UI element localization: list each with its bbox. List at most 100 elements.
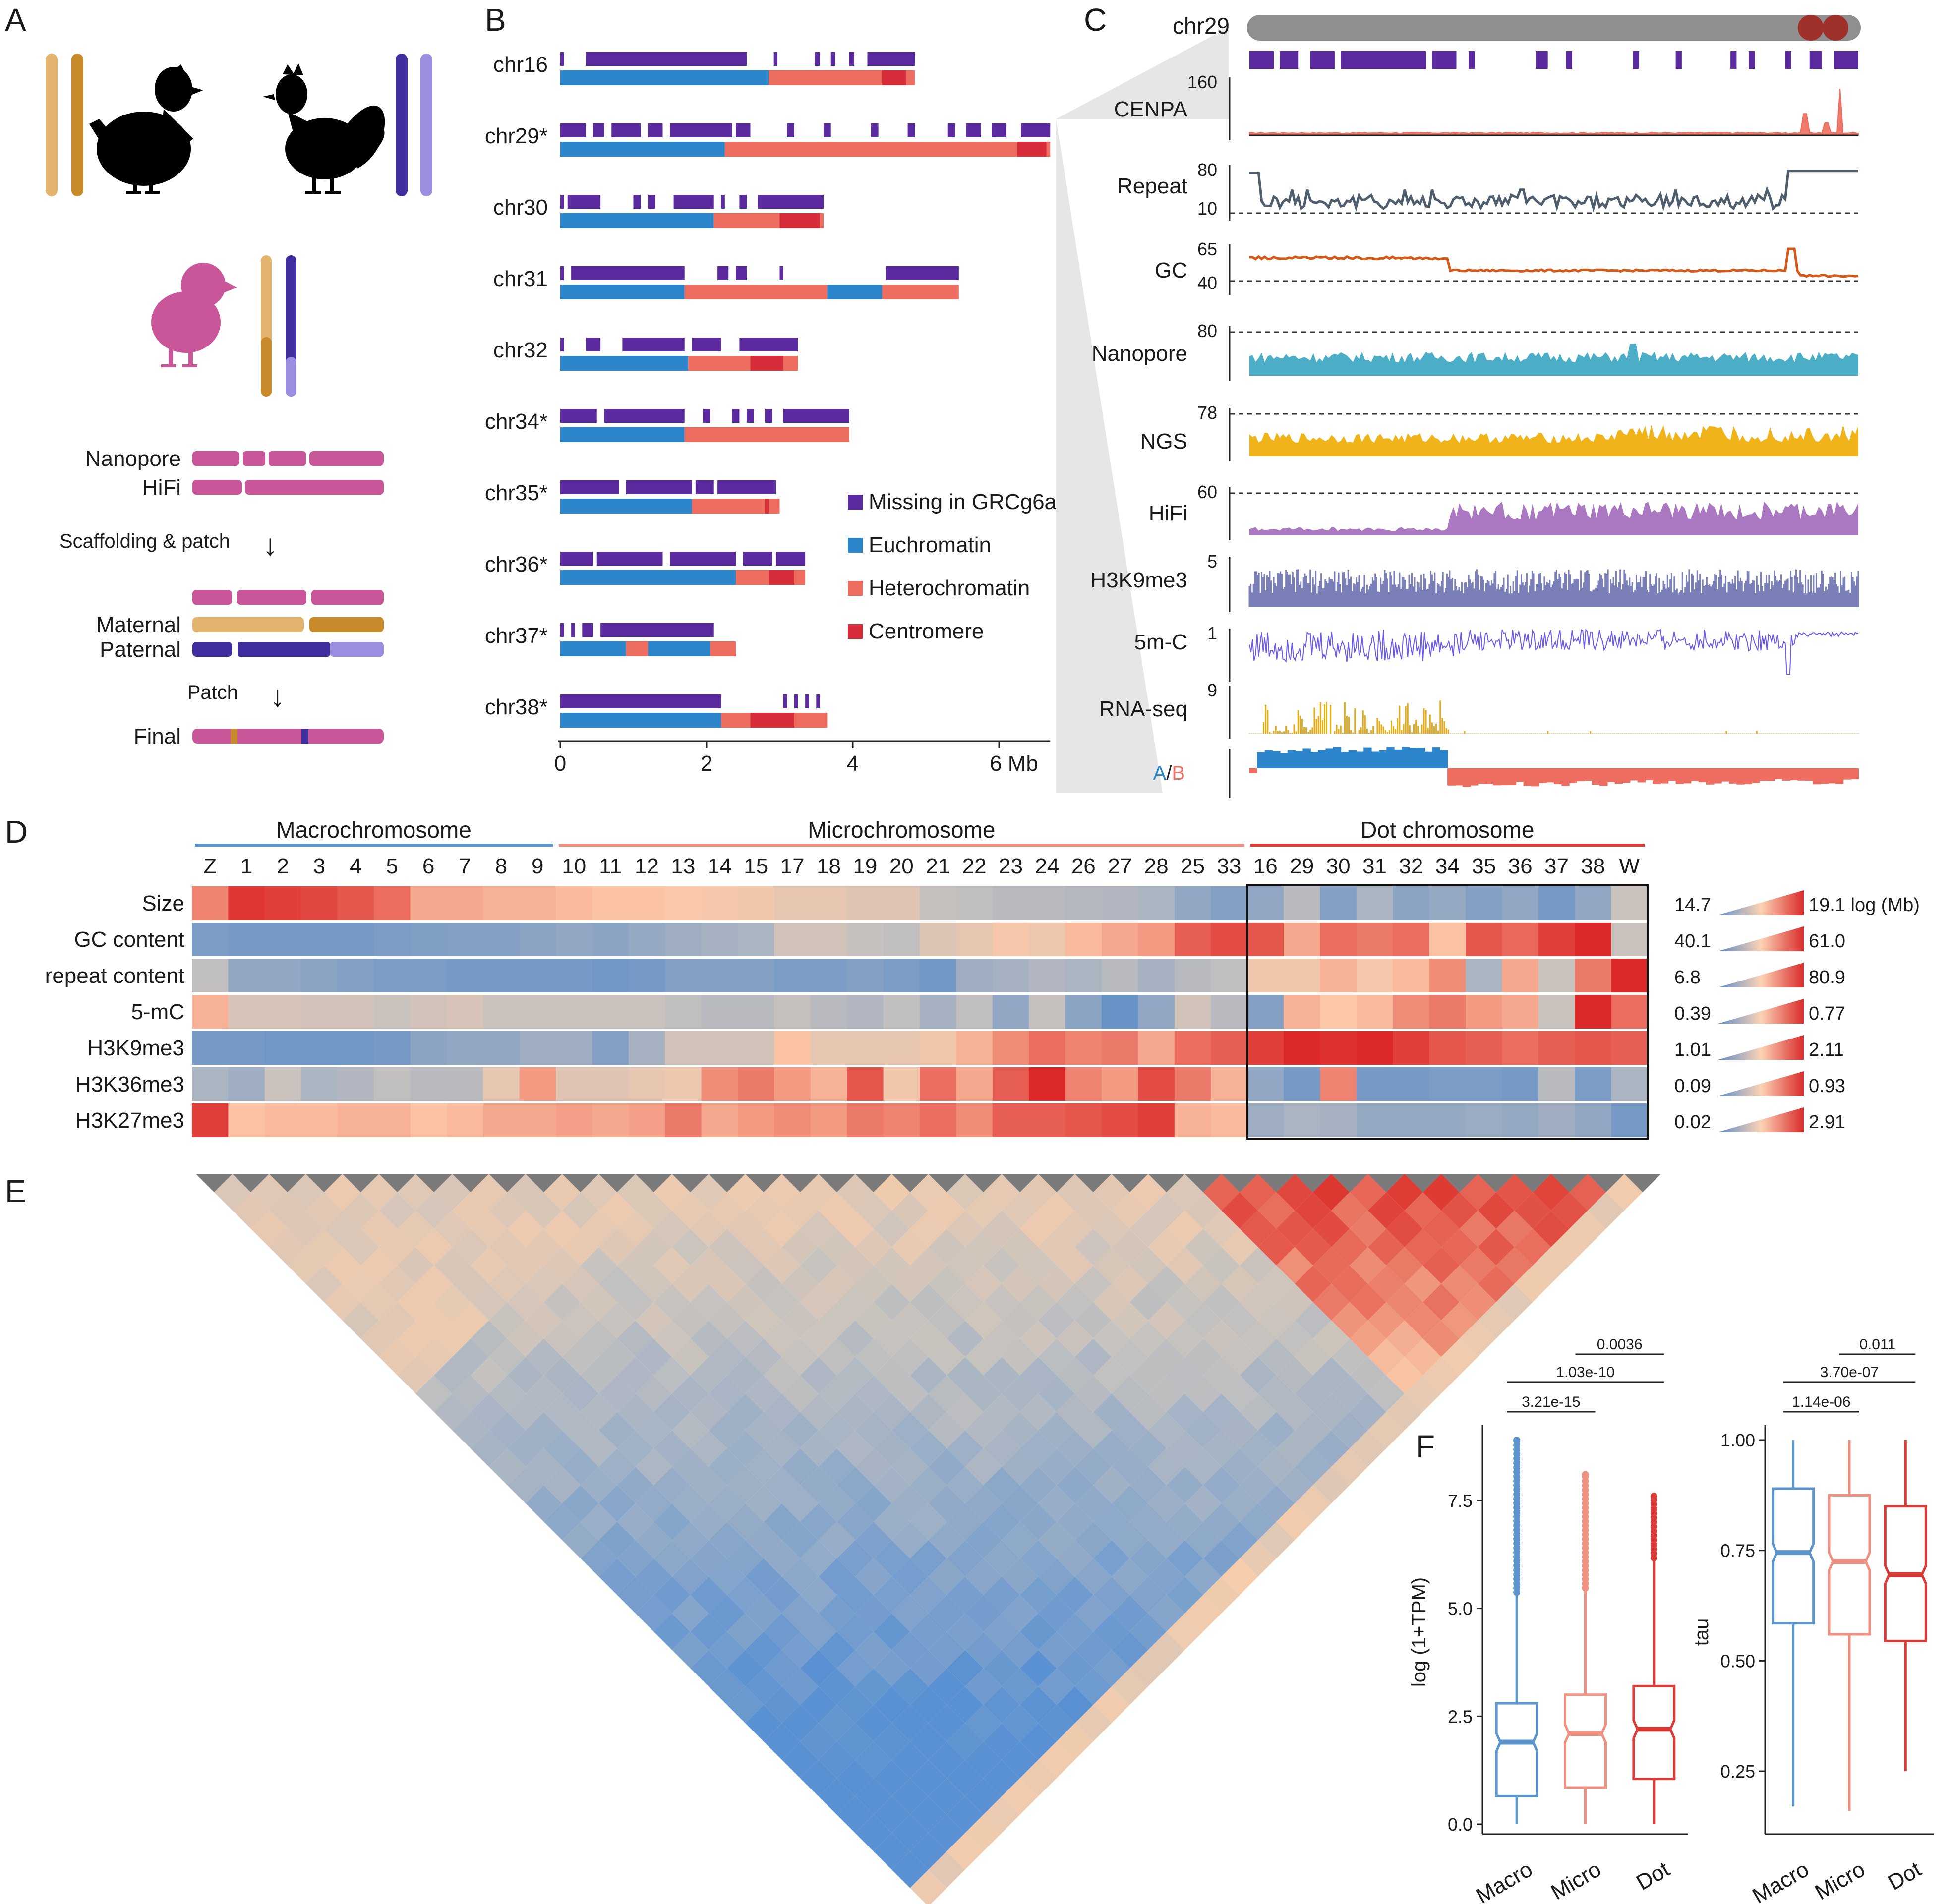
diagonal-marker (1514, 1174, 1551, 1192)
heatmap-cell (1356, 923, 1393, 956)
missing-segment (695, 480, 714, 494)
heatmap-cell (1429, 1031, 1466, 1065)
heatmap-cell (738, 1103, 774, 1137)
heatmap-cell (956, 1103, 993, 1137)
diagonal-marker (1038, 1174, 1075, 1192)
heatmap-cell (665, 923, 702, 956)
missing-segment (1834, 51, 1858, 69)
heatmap-cell (1065, 959, 1102, 992)
heatmap-cell (374, 959, 411, 992)
compartment-a-bin (1318, 750, 1326, 768)
heatmap-cell (301, 995, 338, 1029)
heatmap-cell (556, 923, 592, 956)
panel-d: Macrochromosome Microchromosome Dot chromo… (45, 817, 1920, 1140)
nanopore-reads-bar (192, 451, 384, 466)
heatmap-cell (1211, 959, 1248, 992)
diagonal-marker (891, 1174, 929, 1192)
heatmap-cell (920, 959, 956, 992)
f-left-y-label: log (1+TPM) (1408, 1577, 1430, 1687)
step-patch-label: Patch (187, 682, 238, 703)
heatmap-cell (956, 959, 993, 992)
chromosome-label-chr30: chr30 (493, 195, 548, 220)
column-label-34: 34 (1435, 854, 1460, 878)
scale-max-5: 0.93 (1809, 1076, 1845, 1096)
column-label-36: 36 (1508, 854, 1533, 878)
compartment-b-bin (1820, 768, 1829, 784)
heatmap-cell (628, 1103, 665, 1137)
maternal-haplotype-bar (192, 617, 384, 632)
heatmap-cell (519, 1103, 556, 1137)
heatmap-cell (1065, 1031, 1102, 1065)
heatmap-cell (1211, 1067, 1248, 1101)
heatmap-cell (1284, 959, 1320, 992)
band-het (783, 356, 798, 371)
compartment-a-bin (1394, 749, 1402, 768)
track-max-gc: 65 (1197, 239, 1217, 259)
compartment-a-bin (1287, 750, 1296, 768)
compartment-a-bin (1341, 752, 1349, 768)
heatmap-cell (592, 1031, 629, 1065)
compartment-b-bin (1462, 768, 1471, 787)
heatmap-cell (374, 1067, 411, 1101)
f-left-box-dot (1632, 1684, 1676, 1781)
diagonal-marker (672, 1174, 709, 1192)
heatmap-cell (228, 1103, 265, 1137)
compartment-b-bin (1759, 768, 1768, 781)
heatmap-cell (483, 959, 520, 992)
missing-segment (633, 195, 641, 209)
compartment-b-bin (1675, 768, 1684, 784)
heatmap-cell (920, 1031, 956, 1065)
heatmap-cell (228, 959, 265, 992)
heatmap-cell (628, 1067, 665, 1101)
missing-segment (670, 123, 732, 137)
heatmap-cell (956, 1031, 993, 1065)
compartment-b-bin (1485, 768, 1494, 784)
f-right-x-label-macro: Macro (1748, 1857, 1813, 1904)
missing-segment (648, 123, 663, 137)
heatmap-cell (774, 1103, 811, 1137)
heatmap-cell (1102, 886, 1138, 920)
heatmap-cell (665, 1067, 702, 1101)
track-label-gc: GC (1155, 258, 1187, 283)
missing-segment (586, 338, 601, 351)
heatmap-cell (1538, 923, 1575, 956)
heatmap-cell (1174, 1103, 1211, 1137)
heatmap-cell (628, 959, 665, 992)
compartment-a-bin (1257, 752, 1265, 768)
band-het (684, 427, 849, 442)
heatmap-cell (1320, 959, 1357, 992)
heatmap-cell (374, 995, 411, 1029)
heatmap-cell (847, 1031, 884, 1065)
heatmap-cell (410, 995, 447, 1029)
heatmap-cell (192, 1103, 229, 1137)
compartment-b-bin (1455, 768, 1463, 786)
missing-segment (1341, 51, 1426, 69)
heatmap-cell (1356, 1103, 1393, 1137)
heatmap-cell (1211, 886, 1248, 920)
heatmap-cell (1065, 886, 1102, 920)
heatmap-cell (1320, 1031, 1357, 1065)
diagonal-marker (489, 1174, 526, 1192)
heatmap-cell (1247, 1067, 1284, 1101)
f-right-box-macro (1772, 1487, 1815, 1625)
heatmap-cell (1356, 886, 1393, 920)
column-label-32: 32 (1399, 854, 1423, 878)
compartment-a-bin (1432, 747, 1440, 768)
missing-segment (787, 123, 794, 137)
missing-segment (560, 52, 564, 66)
heatmap-cell (1320, 923, 1357, 956)
heatmap-cell (847, 923, 884, 956)
row-label-h3k27me3: H3K27me3 (75, 1108, 184, 1133)
column-label-9: 9 (532, 854, 543, 878)
missing-segment (648, 195, 655, 209)
heatmap-cell (556, 1031, 592, 1065)
heatmap-cell (665, 1031, 702, 1065)
f-right-y-tick-label: 0.75 (1720, 1541, 1755, 1561)
row-label-h3k36me3: H3K36me3 (75, 1072, 184, 1096)
missing-segment (1785, 51, 1791, 69)
band-het (769, 70, 882, 85)
heatmap-cell (1102, 1031, 1138, 1065)
heatmap-cell (1174, 1067, 1211, 1101)
track-min-repeat: 10 (1197, 198, 1217, 219)
missing-segment (907, 123, 915, 137)
